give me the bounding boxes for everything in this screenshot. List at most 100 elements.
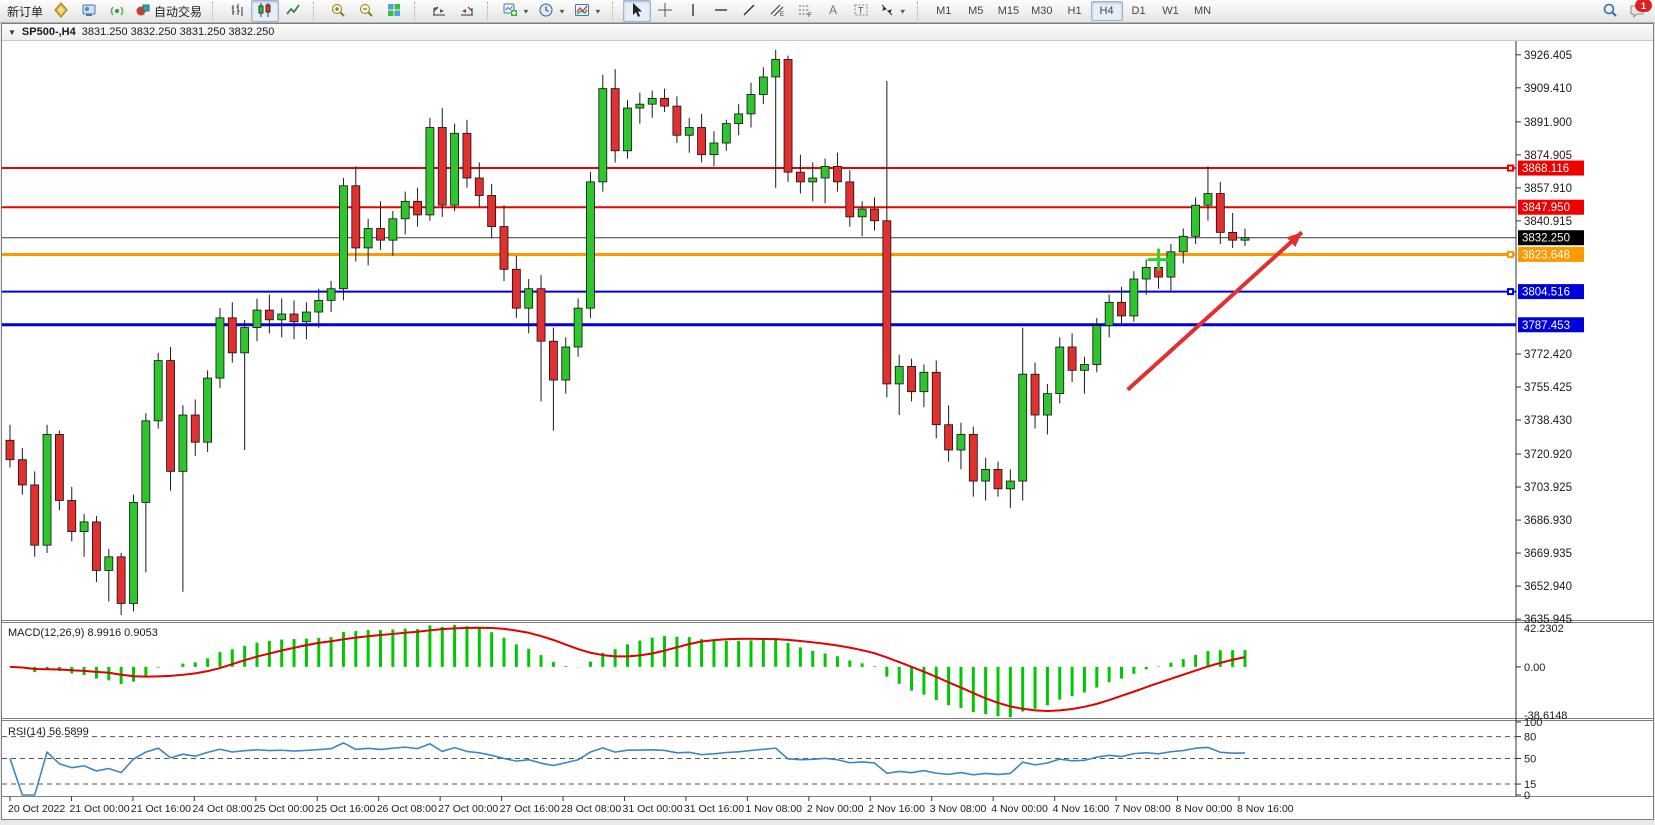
macd-label: MACD(12,26,9) 8.9916 0.9053	[8, 627, 158, 639]
arrows-icon	[879, 2, 895, 21]
vertical-line-button[interactable]	[679, 0, 707, 22]
chart-candles-button[interactable]	[251, 0, 280, 22]
svg-text:28 Oct 08:00: 28 Oct 08:00	[561, 803, 621, 815]
terminal-button[interactable]	[75, 0, 103, 22]
svg-text:4 Nov 00:00: 4 Nov 00:00	[991, 803, 1048, 815]
timeframe-w1[interactable]: W1	[1162, 5, 1179, 17]
svg-text:3847.950: 3847.950	[1522, 202, 1570, 214]
svg-text:15: 15	[1524, 779, 1536, 791]
svg-text:F: F	[808, 13, 812, 18]
vertical-line-icon	[685, 2, 701, 21]
svg-text:100: 100	[1524, 717, 1542, 729]
fibonacci-button[interactable]: F	[791, 0, 819, 22]
line-chart-icon	[285, 2, 301, 21]
auto-scroll-button[interactable]	[425, 0, 453, 22]
clock-icon	[538, 2, 554, 21]
svg-text:0: 0	[1524, 790, 1530, 802]
rsi-label: RSI(14) 56.5899	[8, 726, 89, 738]
new-order-button[interactable]: 新订单	[3, 0, 47, 22]
chat-bubble-icon: 1	[1629, 0, 1652, 19]
chart-line-button[interactable]	[279, 0, 307, 22]
tile-windows-button[interactable]	[380, 0, 408, 22]
toolbar-separator	[414, 2, 421, 20]
toolbar-separator	[611, 2, 619, 20]
svg-text:42.2302: 42.2302	[1524, 623, 1564, 635]
svg-text:3832.250: 3832.250	[1522, 233, 1570, 245]
svg-text:3720.920: 3720.920	[1524, 449, 1572, 461]
svg-text:31 Oct 16:00: 31 Oct 16:00	[684, 803, 744, 815]
svg-text:3686.930: 3686.930	[1524, 515, 1572, 527]
chart-menu-arrow[interactable]: ▼	[8, 27, 16, 37]
svg-text:T: T	[858, 5, 864, 15]
text-label-button[interactable]: T	[847, 0, 875, 22]
svg-text:26 Oct 08:00: 26 Oct 08:00	[377, 803, 437, 815]
svg-text:3787.453: 3787.453	[1522, 320, 1570, 332]
text-button[interactable]: A	[819, 0, 847, 22]
autotrading-icon	[135, 2, 151, 21]
svg-text:3772.420: 3772.420	[1524, 349, 1572, 361]
cursor-button[interactable]	[622, 0, 651, 22]
svg-text:3926.405: 3926.405	[1524, 50, 1572, 62]
timeframe-m30[interactable]: M30	[1031, 5, 1053, 17]
dropdown-caret: ▼	[557, 7, 566, 15]
signal-icon	[109, 2, 125, 21]
svg-text:3652.940: 3652.940	[1524, 581, 1572, 593]
equidistant-channel-button[interactable]: E	[763, 0, 791, 22]
crosshair-icon	[657, 2, 673, 21]
mql-community-button[interactable]	[47, 0, 75, 22]
chart-template-icon	[574, 2, 590, 21]
crosshair-button[interactable]	[651, 0, 679, 22]
zoom-in-button[interactable]	[324, 0, 352, 22]
svg-text:3823.648: 3823.648	[1522, 249, 1570, 261]
template-dropdown[interactable]: ▼	[570, 0, 606, 22]
tile-windows-icon	[386, 2, 402, 21]
toolbar-separator	[313, 2, 320, 20]
text-icon: A	[825, 2, 841, 21]
svg-text:3840.915: 3840.915	[1524, 216, 1572, 228]
profiles-dropdown[interactable]: ▼	[534, 0, 570, 22]
new-chart-dropdown[interactable]: ▼	[498, 0, 534, 22]
signals-button[interactable]	[103, 0, 131, 22]
new-chart-icon	[502, 2, 518, 21]
search-button[interactable]	[1596, 0, 1624, 22]
search-icon	[1602, 2, 1618, 21]
svg-text:24 Oct 08:00: 24 Oct 08:00	[192, 803, 252, 815]
timeframe-mn[interactable]: MN	[1193, 5, 1212, 17]
dropdown-caret: ▼	[522, 7, 530, 15]
svg-text:3891.900: 3891.900	[1524, 117, 1572, 129]
notifications-button[interactable]: 1	[1624, 0, 1652, 22]
dropdown-caret: ▼	[898, 7, 907, 15]
svg-text:3804.516: 3804.516	[1522, 287, 1570, 299]
chart-window: ▼ SP500-,H4 3831.250 3832.250 3831.250 3…	[1, 23, 1654, 820]
toolbar-separator	[916, 2, 924, 20]
timeframe-m5[interactable]: M5	[968, 5, 984, 17]
horizontal-line-button[interactable]	[707, 0, 735, 22]
svg-text:25 Oct 16:00: 25 Oct 16:00	[315, 803, 375, 815]
cursor-icon	[629, 2, 645, 21]
zoom-out-button[interactable]	[352, 0, 380, 22]
zoom-in-icon	[330, 2, 346, 21]
timeframe-h4[interactable]: H4	[1090, 1, 1123, 21]
timeframe-m1[interactable]: M1	[936, 5, 952, 17]
gold-seal-icon	[53, 1, 69, 21]
trendline-button[interactable]	[735, 0, 763, 22]
timeframe-d1[interactable]: D1	[1131, 5, 1146, 17]
dropdown-caret: ▼	[593, 7, 602, 15]
svg-text:3868.116: 3868.116	[1522, 163, 1569, 175]
svg-text:3755.425: 3755.425	[1524, 382, 1572, 394]
svg-text:3635.945: 3635.945	[1524, 614, 1572, 626]
timeframe-h1[interactable]: H1	[1067, 5, 1082, 17]
autotrading-button[interactable]: 自动交易	[131, 0, 206, 22]
svg-text:3703.925: 3703.925	[1524, 482, 1572, 494]
svg-text:A: A	[829, 3, 837, 17]
chart-bars-button[interactable]	[223, 0, 251, 22]
svg-text:E: E	[780, 12, 784, 18]
svg-text:8 Nov 16:00: 8 Nov 16:00	[1237, 803, 1294, 815]
chart-canvas[interactable]: 3926.405 3909.410 3891.900 3874.905 3857.910…	[2, 41, 1653, 825]
arrows-dropdown[interactable]: ▼	[875, 0, 911, 22]
timeframe-m15[interactable]: M15	[997, 5, 1020, 17]
chart-shift-button[interactable]	[453, 0, 481, 22]
trendline-icon	[741, 2, 757, 21]
bar-chart-icon	[229, 2, 245, 21]
svg-text:80: 80	[1524, 732, 1536, 744]
